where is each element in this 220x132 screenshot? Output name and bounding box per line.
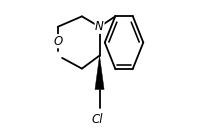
Text: O: O: [53, 35, 62, 48]
Text: N: N: [95, 20, 104, 33]
Text: Cl: Cl: [91, 113, 103, 126]
Polygon shape: [95, 56, 104, 89]
